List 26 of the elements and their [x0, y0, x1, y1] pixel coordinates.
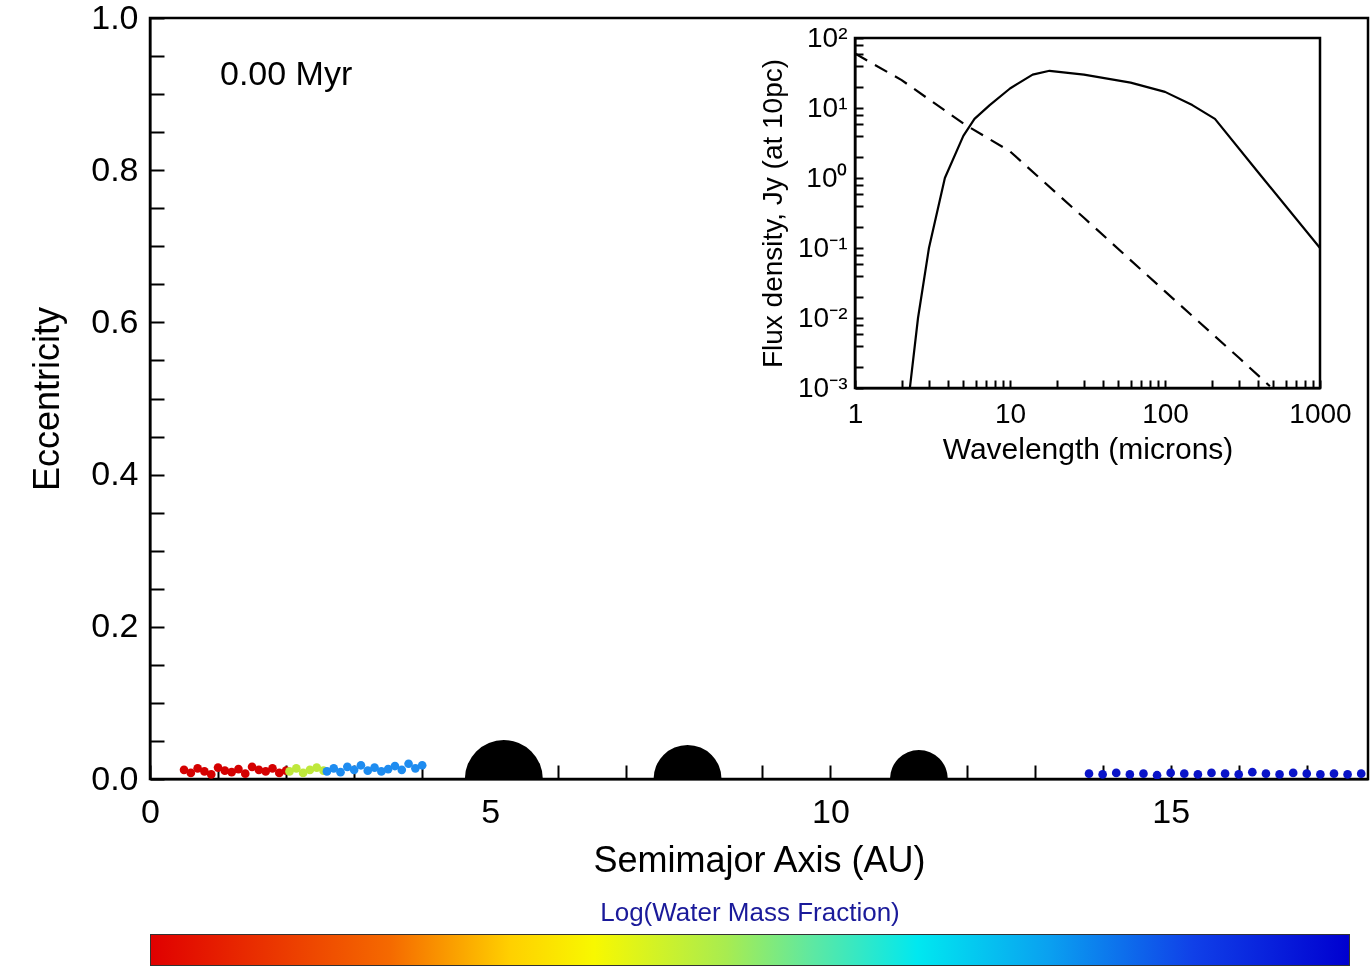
- y-tick-label: 0.8: [91, 149, 139, 188]
- y-tick-label: 0.6: [91, 301, 139, 340]
- x-tick-label: 1: [847, 397, 864, 429]
- y-tick-label: 0.2: [91, 606, 139, 645]
- y-tick-label: 10¹: [807, 91, 848, 123]
- x-tick-label: 0: [141, 791, 160, 830]
- y-tick-label: 10²: [807, 21, 848, 53]
- x-tick-label: 1000: [1289, 397, 1352, 429]
- y-tick-label: 0.4: [91, 454, 139, 493]
- y-tick-label: 10⁻³: [798, 371, 848, 403]
- x-tick-label: 15: [1152, 791, 1191, 830]
- y-axis-title: Eccentricity: [26, 306, 68, 492]
- x-tick-label: 100: [1142, 397, 1189, 429]
- y-axis-title: Flux density, Jy (at 10pc): [757, 58, 789, 369]
- color-bar-title: Log(Water Mass Fraction): [599, 897, 901, 928]
- y-tick-label: 10⁻²: [798, 301, 848, 333]
- x-tick-label: 5: [481, 791, 501, 830]
- x-axis-title: Wavelength (microns): [942, 431, 1234, 465]
- x-tick-label: 10: [812, 791, 850, 830]
- y-tick-label: 10⁰: [806, 161, 848, 193]
- x-axis-title: Semimajor Axis (AU): [593, 838, 926, 880]
- y-tick-label: 10⁻¹: [798, 231, 848, 263]
- y-tick-label: 1.0: [91, 0, 139, 36]
- x-tick-label: 10: [994, 397, 1027, 429]
- y-tick-label: 0.0: [91, 758, 139, 797]
- annotation: 0.00 Myr: [220, 54, 353, 92]
